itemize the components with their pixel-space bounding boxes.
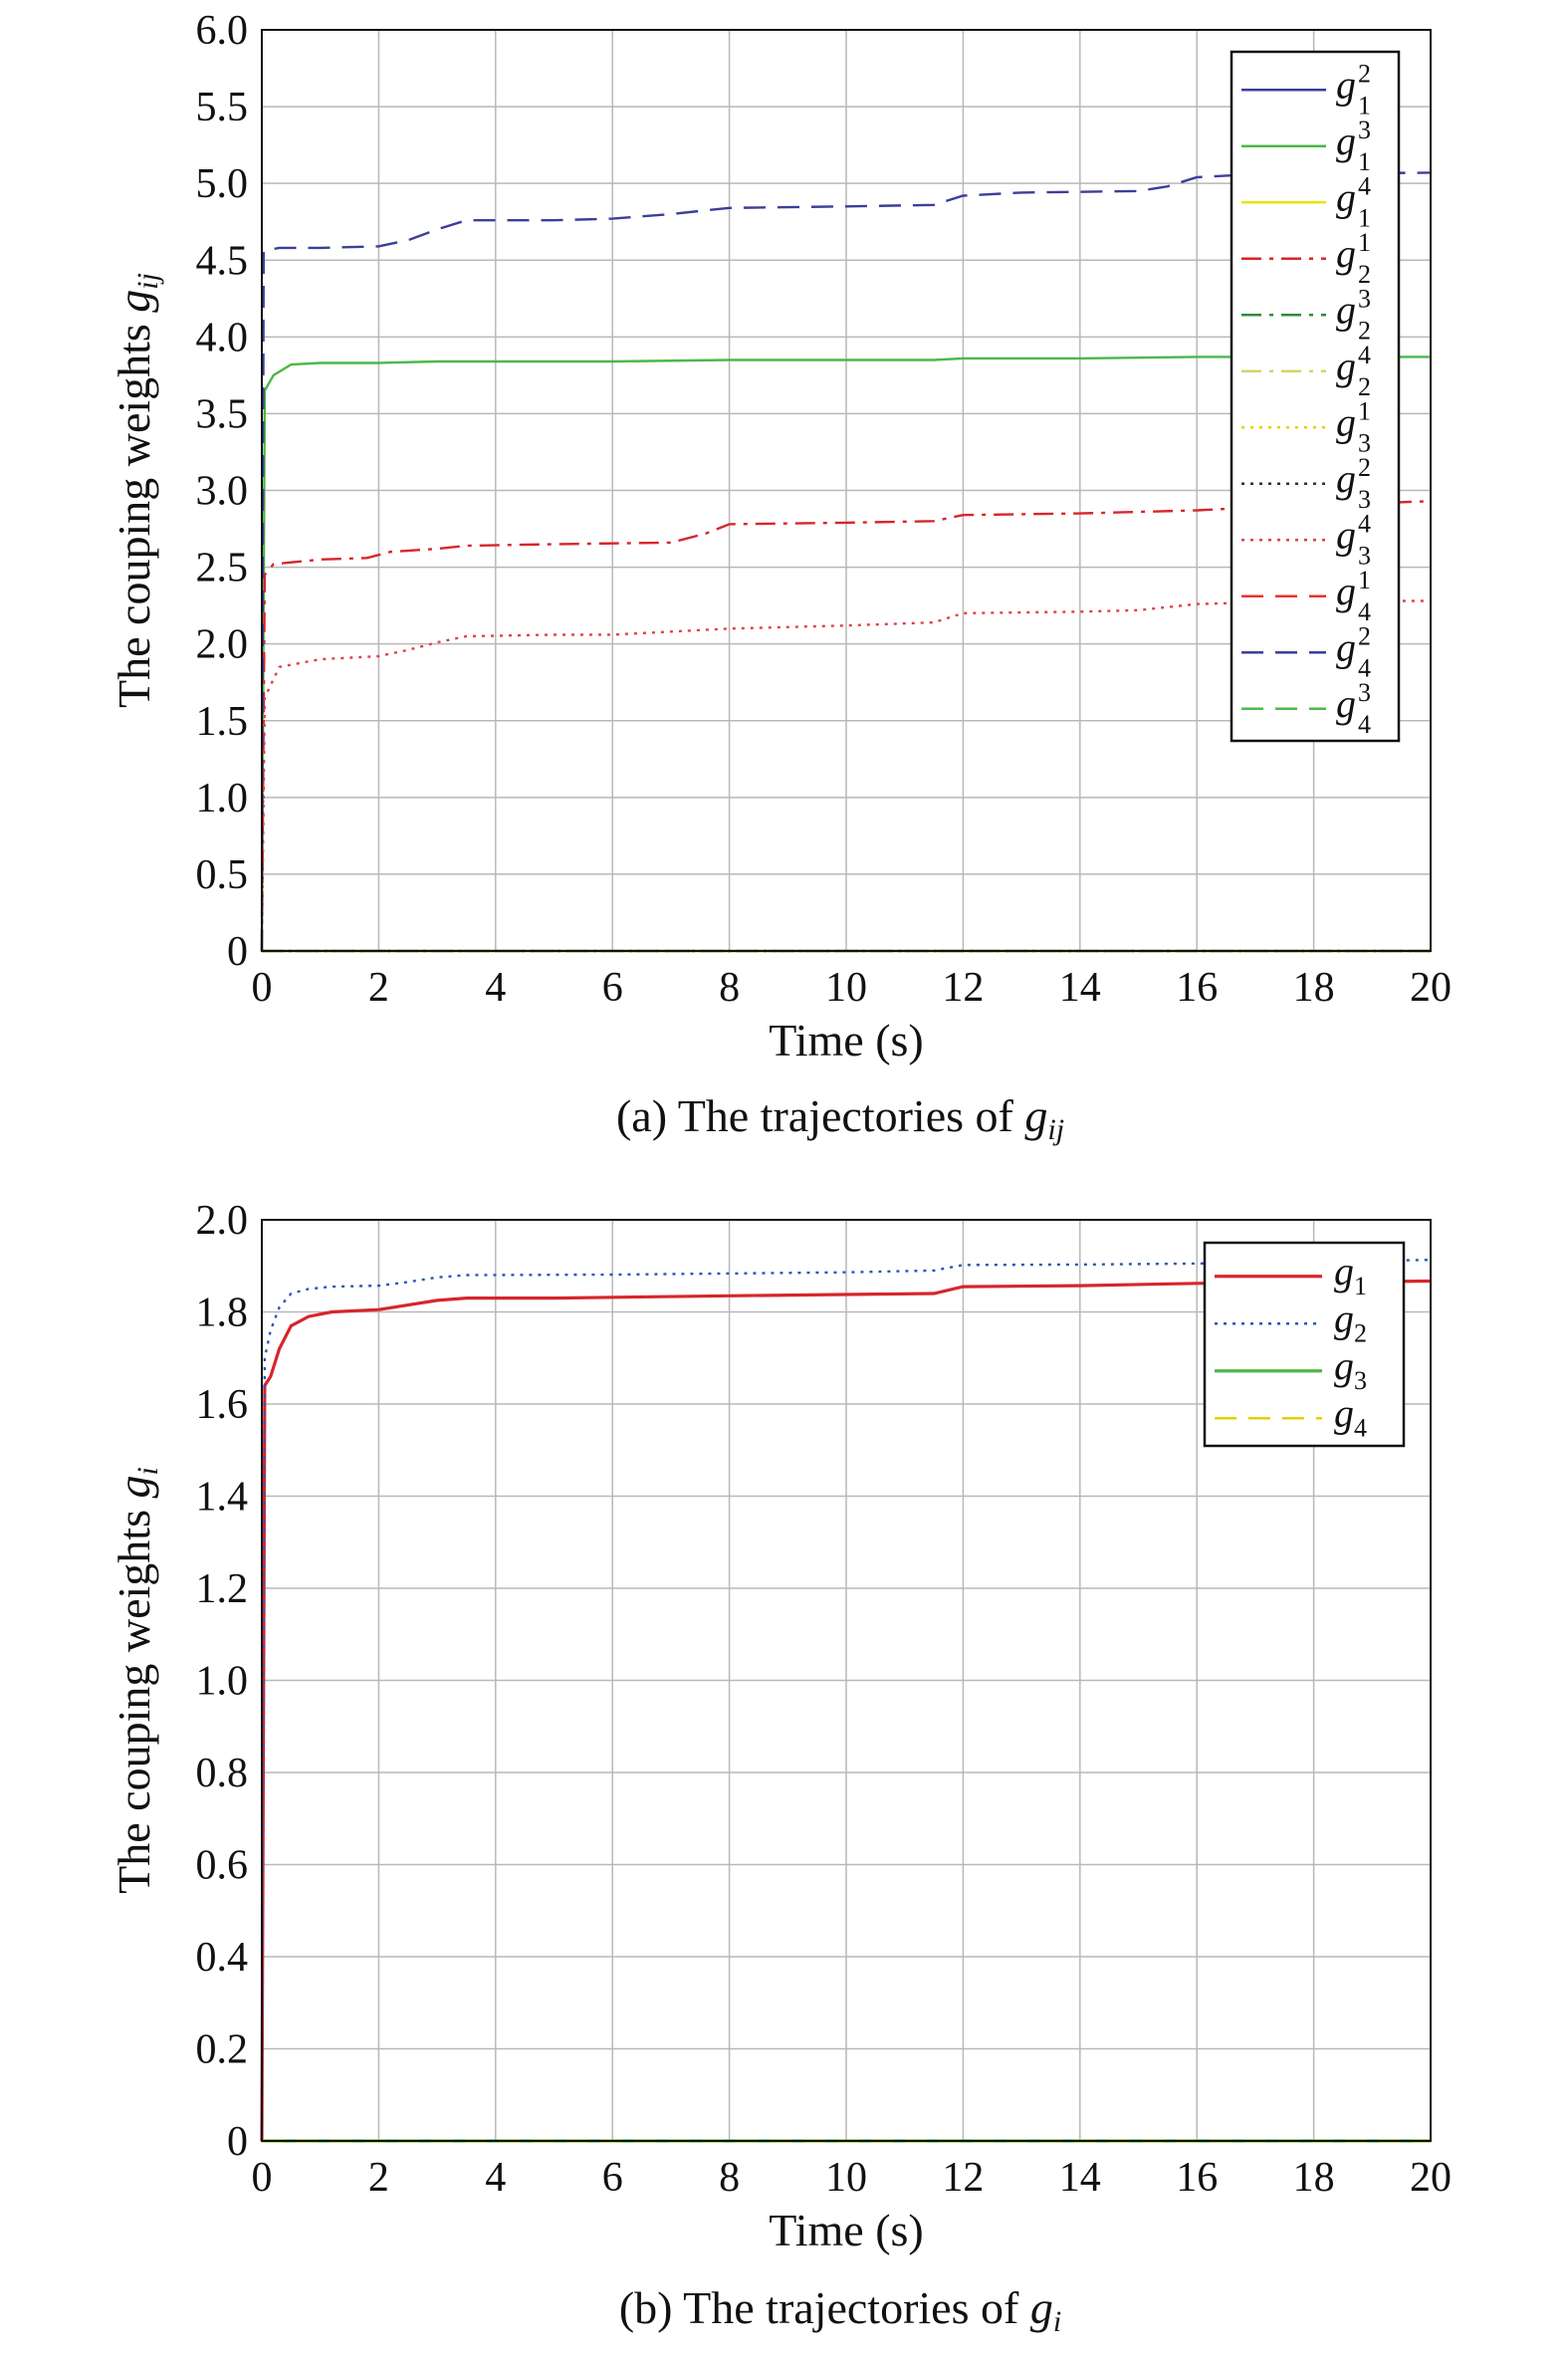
legend-label: g1 4 (1336, 566, 1371, 626)
chart-panel-b: 0 2 4 6 8 10 12 14 16 18 20 0 0.2 0.4 0.6 0.8 1.0 1.2 1.4… (109, 1198, 1452, 2338)
y-tick-label: 5.0 (196, 161, 249, 207)
y-tick-label: 3.0 (196, 469, 249, 515)
chart-panel-a: 0 2 4 6 8 10 12 14 16 18 20 0 0.5 1.0 1.5 2.0 2.5 3.0 3.5… (109, 8, 1452, 1146)
x-tick-label: 12 (942, 2155, 984, 2201)
y-tick-label: 0.6 (196, 1843, 249, 1889)
caption-a: (a) The trajectories of gij (616, 1090, 1064, 1146)
y-axis-label: The couping weights gi (109, 1467, 164, 1894)
y-tick-label: 4.5 (196, 238, 249, 284)
x-tick-label: 0 (252, 2155, 273, 2201)
x-tick-label: 16 (1176, 2155, 1218, 2201)
legend-label: g3 4 (1336, 678, 1371, 739)
legend-box (1203, 1241, 1406, 1448)
legend-label: g4 3 (1336, 509, 1371, 570)
y-tick-label: 6.0 (196, 8, 249, 54)
legend-label: g1 (1334, 1249, 1367, 1300)
series-line-g1-3 (260, 355, 1431, 952)
x-axis-label: Time (s) (769, 2205, 924, 2255)
y-tick-label: 1.0 (196, 776, 249, 822)
x-tick-label: 10 (825, 965, 867, 1011)
y-tick-label: 1.8 (196, 1291, 249, 1336)
x-tick-label: 2 (368, 2155, 389, 2201)
legend-label: g4 (1334, 1390, 1367, 1442)
legend-label: g2 1 (1336, 59, 1371, 119)
x-axis-label: Time (s) (769, 1015, 924, 1065)
x-tick-label: 16 (1176, 965, 1218, 1011)
legend-label: g3 2 (1336, 284, 1371, 345)
x-tick-label: 8 (719, 2155, 740, 2201)
caption-b: (b) The trajectories of gi (619, 2282, 1061, 2338)
x-tick-label: 8 (719, 965, 740, 1011)
y-axis-label: The couping weights gij (109, 273, 164, 708)
legend-label: g1 2 (1336, 228, 1371, 289)
y-tick-label: 1.4 (196, 1475, 249, 1521)
series-line-g2 (260, 1259, 1432, 2142)
y-tick-label: 1.6 (196, 1382, 249, 1428)
y-tick-label: 2.0 (196, 1198, 249, 1244)
legend-label: g3 1 (1336, 116, 1371, 176)
legend-label: g4 2 (1336, 341, 1371, 401)
y-tick-label: 5.5 (196, 85, 249, 130)
x-tick-label: 6 (602, 965, 623, 1011)
x-tick-label: 20 (1410, 2155, 1452, 2201)
legend-label: g3 (1334, 1343, 1367, 1395)
x-tick-label: 18 (1293, 965, 1335, 1011)
y-tick-label: 0.8 (196, 1751, 249, 1796)
y-tick-label: 1.5 (196, 699, 249, 745)
legend-label: g1 3 (1336, 396, 1371, 457)
y-tick-label: 0.4 (196, 1935, 249, 1981)
y-tick-label: 2.5 (196, 546, 249, 591)
y-tick-label: 2.0 (196, 622, 249, 668)
x-tick-label: 4 (485, 2155, 506, 2201)
legend-label: g2 4 (1336, 621, 1371, 682)
x-tick-label: 4 (485, 965, 506, 1011)
y-tick-label: 1.2 (196, 1566, 249, 1612)
plot-frame (261, 1219, 1432, 2142)
x-tick-label: 6 (602, 2155, 623, 2201)
y-tick-label: 3.5 (196, 391, 249, 437)
legend-box (1230, 50, 1401, 743)
x-tick-label: 18 (1293, 2155, 1335, 2201)
x-tick-label: 14 (1059, 2155, 1101, 2201)
x-tick-label: 2 (368, 965, 389, 1011)
x-tick-label: 20 (1410, 965, 1452, 1011)
series-line-g1 (260, 1279, 1432, 2142)
x-tick-label: 12 (942, 965, 984, 1011)
y-tick-label: 0.2 (196, 2027, 249, 2073)
x-tick-label: 10 (825, 2155, 867, 2201)
series-line-g2-1 (260, 500, 1432, 952)
legend-label: g4 1 (1336, 171, 1371, 232)
y-tick-label: 4.0 (196, 315, 249, 360)
legend-label: g2 (1334, 1296, 1367, 1347)
y-tick-label: 0 (227, 929, 248, 975)
y-tick-label: 0.5 (196, 852, 249, 898)
x-tick-label: 14 (1059, 965, 1101, 1011)
y-tick-label: 0 (227, 2119, 248, 2165)
legend-a: g2 1g3 1g4 1g1 2g3 2g4 2g1 3g2 3g4 3g1 4g2 4g3 4 (1230, 50, 1401, 743)
series-line-g4-2 (260, 171, 1432, 952)
y-tick-label: 1.0 (196, 1659, 249, 1705)
legend-label: g2 3 (1336, 453, 1371, 514)
plot-frame (261, 29, 1432, 952)
x-tick-label: 0 (252, 965, 273, 1011)
